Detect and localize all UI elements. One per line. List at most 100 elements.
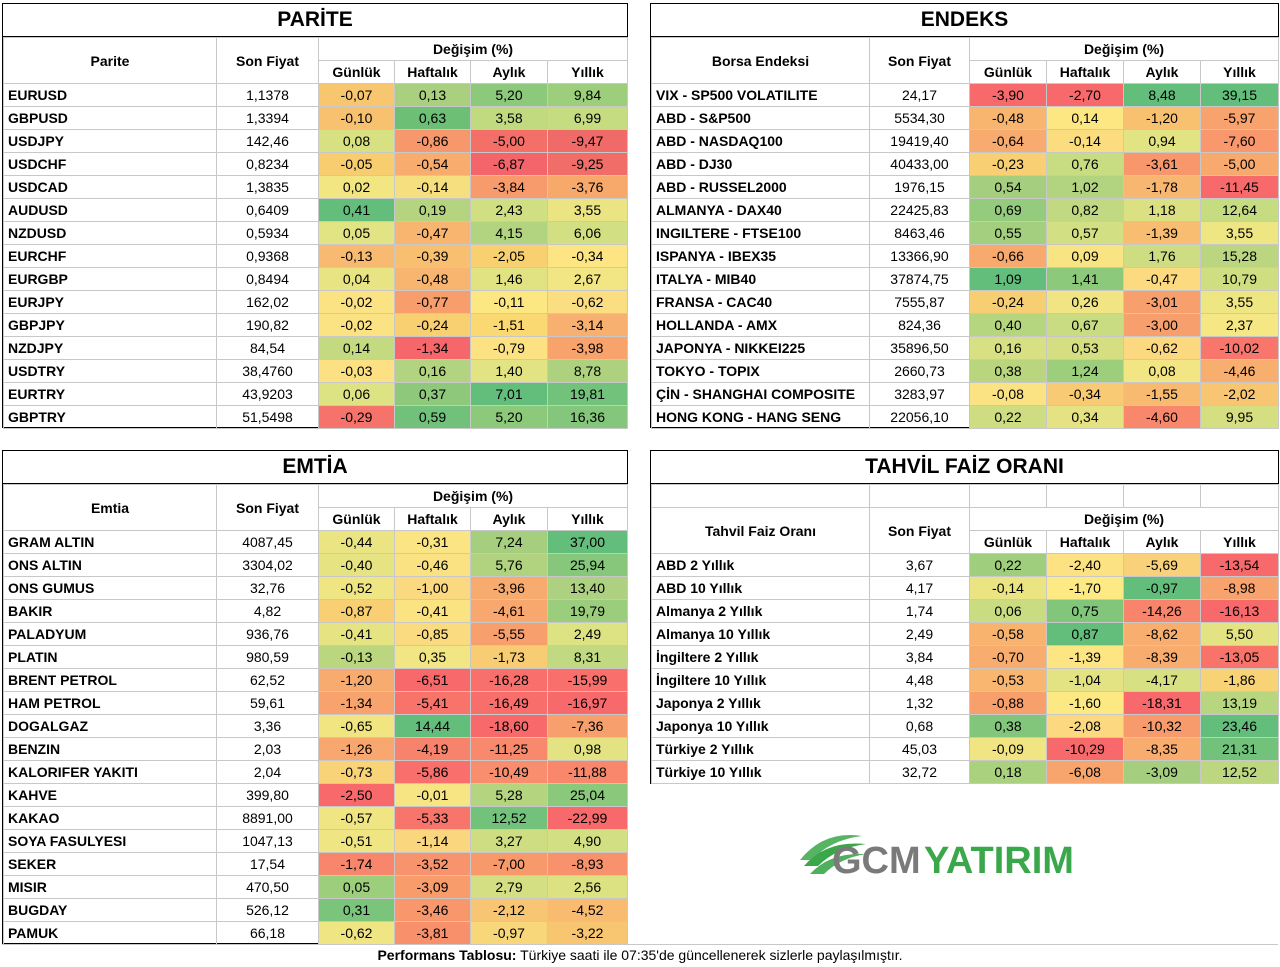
change-yearly: 37,00 [547,530,628,554]
table-row: ISPANYA - IBEX35 13366,90 -0,66 0,09 1,76 15,… [651,244,1279,268]
change-yearly: 25,94 [547,553,628,577]
row-name: ABD - DJ30 [651,152,870,176]
change-yearly: 23,46 [1200,714,1279,738]
change-monthly: -1,20 [1123,106,1201,130]
change-yearly: 0,98 [547,737,628,761]
table-row: VIX - SP500 VOLATILITE 24,17 -3,90 -2,70 8,4… [651,83,1279,107]
change-yearly: -3,76 [547,175,628,199]
change-yearly: 2,37 [1200,313,1279,337]
change-monthly: -0,62 [1123,336,1201,360]
row-price: 38,4760 [216,359,319,383]
change-monthly: -3,00 [1123,313,1201,337]
change-yearly: 2,67 [547,267,628,291]
period-monthly: Aylık [470,507,548,531]
change-monthly: -1,73 [470,645,548,669]
tahvil-col-price: Son Fiyat [869,507,970,554]
row-price: 66,18 [216,921,319,945]
change-weekly: 0,75 [1046,599,1124,623]
row-price: 35896,50 [869,336,970,360]
row-name: Türkiye 2 Yıllık [651,737,870,761]
change-monthly: -5,55 [470,622,548,646]
change-weekly: 14,44 [394,714,471,738]
change-yearly: 9,95 [1200,405,1279,429]
change-monthly: 2,43 [470,198,548,222]
change-monthly: -8,35 [1123,737,1201,761]
row-name: KALORIFER YAKITI [3,760,217,784]
tahvil-panel: TAHVİL FAİZ ORANI Tahvil Faiz Oranı Son … [650,450,1279,784]
row-price: 19419,40 [869,129,970,153]
change-weekly: -0,48 [394,267,471,291]
change-yearly: -5,97 [1200,106,1279,130]
change-yearly: -9,47 [547,129,628,153]
change-daily: -0,29 [318,405,395,429]
row-price: 0,9368 [216,244,319,268]
change-yearly: 6,06 [547,221,628,245]
row-price: 0,8234 [216,152,319,176]
change-daily: 0,06 [969,599,1047,623]
change-yearly: 9,84 [547,83,628,107]
row-price: 3,84 [869,645,970,669]
change-daily: -0,02 [318,313,395,337]
change-weekly: 0,67 [1046,313,1124,337]
period-weekly: Haftalık [1046,60,1124,84]
row-name: Türkiye 10 Yıllık [651,760,870,784]
parite-title: PARİTE [3,4,627,37]
table-row: BAKIR 4,82 -0,87 -0,41 -4,61 19,79 [3,599,628,623]
row-name: JAPONYA - NIKKEI225 [651,336,870,360]
period-monthly: Aylık [470,60,548,84]
change-yearly: 13,40 [547,576,628,600]
change-daily: 0,22 [969,405,1047,429]
footer-note: Performans Tablosu: Türkiye saati ile 07… [2,944,1278,966]
row-name: USDTRY [3,359,217,383]
change-weekly: 0,34 [1046,405,1124,429]
change-daily: -1,74 [318,852,395,876]
row-price: 1,3835 [216,175,319,199]
table-row: ABD - S&P500 5534,30 -0,48 0,14 -1,20 -5,97 [651,106,1279,130]
change-yearly: 10,79 [1200,267,1279,291]
change-yearly: 8,31 [547,645,628,669]
row-name: GRAM ALTIN [3,530,217,554]
row-name: EURUSD [3,83,217,107]
change-weekly: -1,60 [1046,691,1124,715]
row-price: 4087,45 [216,530,319,554]
change-weekly: 0,63 [394,106,471,130]
change-daily: -0,10 [318,106,395,130]
table-row: ONS ALTIN 3304,02 -0,40 -0,46 5,76 25,94 [3,553,628,577]
change-weekly: -0,31 [394,530,471,554]
footer-text: Türkiye saati ile 07:35'de güncellenerek… [516,947,903,963]
change-yearly: -8,98 [1200,576,1279,600]
table-row: EURTRY 43,9203 0,06 0,37 7,01 19,81 [3,382,628,406]
emtia-col-price: Son Fiyat [216,484,319,531]
change-daily: 0,41 [318,198,395,222]
change-weekly: -0,41 [394,599,471,623]
endeks-table: Borsa Endeksi Son Fiyat Değişim (%) Günl… [651,37,1279,429]
row-name: Almanya 2 Yıllık [651,599,870,623]
change-yearly: 16,36 [547,405,628,429]
row-price: 3304,02 [216,553,319,577]
row-price: 40433,00 [869,152,970,176]
table-row: AUDUSD 0,6409 0,41 0,19 2,43 3,55 [3,198,628,222]
change-weekly: 0,14 [1046,106,1124,130]
change-monthly: -2,12 [470,898,548,922]
table-row: TOKYO - TOPIX 2660,73 0,38 1,24 0,08 -4,46 [651,359,1279,383]
change-monthly: -14,26 [1123,599,1201,623]
table-row: JAPONYA - NIKKEI225 35896,50 0,16 0,53 -0,62… [651,336,1279,360]
row-price: 4,48 [869,668,970,692]
change-yearly: -0,62 [547,290,628,314]
row-price: 45,03 [869,737,970,761]
emtia-col-name: Emtia [3,484,217,531]
row-name: ABD 10 Yıllık [651,576,870,600]
change-daily: -0,58 [969,622,1047,646]
row-price: 0,68 [869,714,970,738]
row-name: TOKYO - TOPIX [651,359,870,383]
change-daily: 0,40 [969,313,1047,337]
change-monthly: 8,48 [1123,83,1201,107]
row-price: 470,50 [216,875,319,899]
change-monthly: -3,01 [1123,290,1201,314]
row-name: EURCHF [3,244,217,268]
row-name: ABD - NASDAQ100 [651,129,870,153]
change-daily: 0,69 [969,198,1047,222]
table-row: PLATIN 980,59 -0,13 0,35 -1,73 8,31 [3,645,628,669]
row-name: AUDUSD [3,198,217,222]
row-price: 936,76 [216,622,319,646]
